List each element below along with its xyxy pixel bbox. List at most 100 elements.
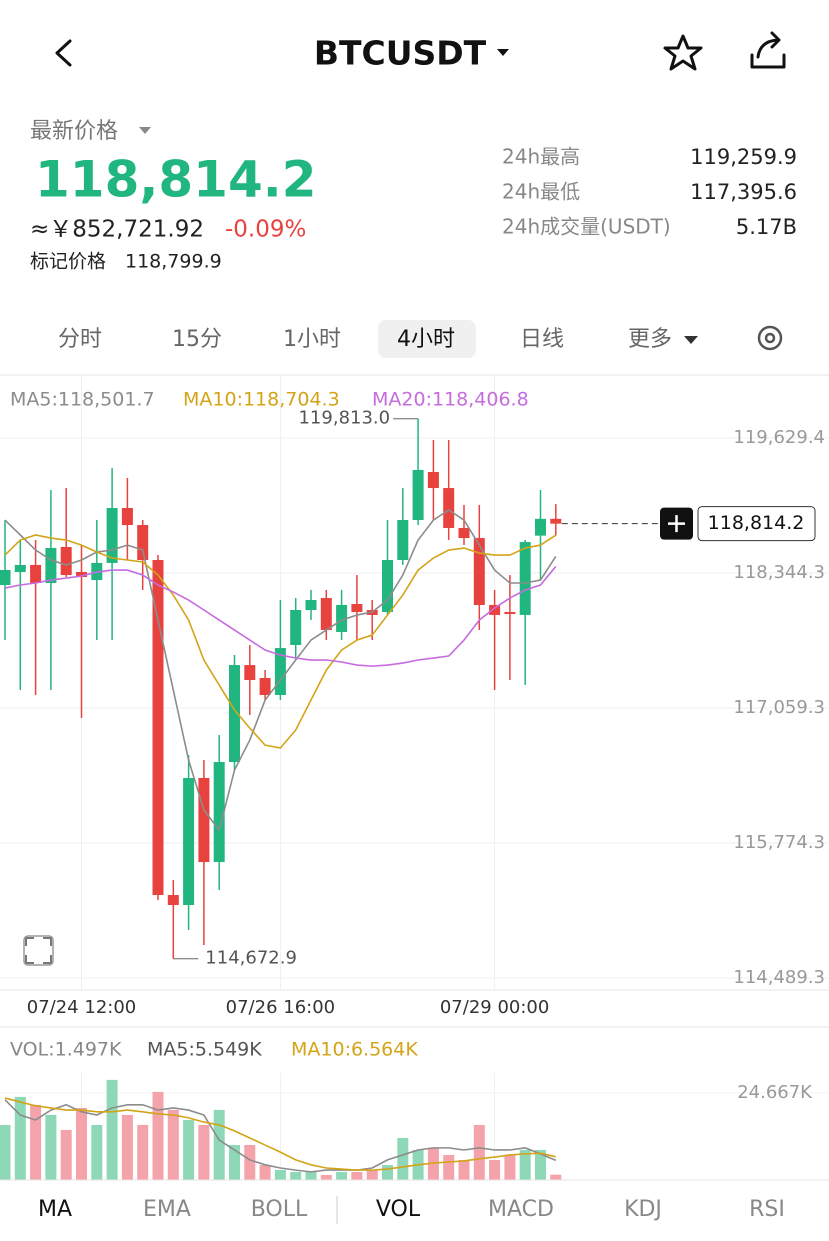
ma-legend: MA5:118,501.7 bbox=[10, 389, 155, 411]
candle-body bbox=[458, 527, 470, 539]
volume-bar bbox=[535, 1149, 546, 1180]
volume-legend: VOL:1.497K bbox=[10, 1039, 122, 1061]
stat-value: 5.17B bbox=[736, 215, 797, 239]
fullscreen-frame bbox=[23, 935, 54, 966]
volume-bar bbox=[45, 1114, 57, 1180]
candle-body bbox=[167, 895, 179, 906]
volume-bar bbox=[351, 1171, 363, 1180]
volume-bar bbox=[458, 1159, 470, 1180]
candle-body bbox=[351, 604, 363, 613]
volume-bar bbox=[427, 1147, 439, 1180]
candle-body bbox=[213, 762, 225, 863]
candle-body bbox=[397, 519, 409, 561]
candle-body bbox=[0, 569, 11, 586]
volume-bar bbox=[473, 1124, 485, 1180]
x-tick-label: 07/26 16:00 bbox=[226, 997, 335, 1018]
candle-body bbox=[152, 560, 164, 896]
volume-bar bbox=[550, 1174, 562, 1180]
interval-tab[interactable]: 更多 bbox=[628, 327, 672, 352]
dropdown-icon bbox=[684, 336, 698, 344]
dropdown-icon bbox=[139, 127, 151, 134]
stat-label: 24h最低 bbox=[502, 180, 580, 204]
interval-tab[interactable]: 日线 bbox=[520, 327, 564, 352]
interval-tabs: 分时 15分 1小时 4小时 日线 更多 bbox=[58, 327, 672, 352]
candle-body bbox=[336, 604, 348, 632]
indicator-tab[interactable]: EMA bbox=[143, 1197, 191, 1222]
volume-bar bbox=[229, 1144, 240, 1180]
ma-line bbox=[4, 534, 557, 749]
volume-bar bbox=[121, 1114, 133, 1180]
price-label[interactable]: 最新价格 bbox=[30, 119, 118, 144]
volume-bar bbox=[290, 1171, 302, 1180]
volume-bar bbox=[91, 1124, 103, 1180]
gear-hub bbox=[764, 332, 776, 344]
candle-body bbox=[427, 471, 439, 489]
candle-body bbox=[473, 538, 485, 605]
volume-bar bbox=[14, 1096, 26, 1180]
interval-tab[interactable]: 15分 bbox=[172, 327, 222, 352]
share-button[interactable] bbox=[750, 31, 786, 69]
volume-bar bbox=[504, 1154, 516, 1180]
volume-bar bbox=[443, 1154, 455, 1180]
candle-body bbox=[412, 469, 424, 520]
volume-chart: 24.667K VOL:1.497K MA5:5.549K MA10:6.564K bbox=[0, 1039, 829, 1180]
y-tick-label: 119,629.4 bbox=[733, 427, 825, 448]
candle-body bbox=[244, 665, 256, 680]
candle-body bbox=[550, 518, 562, 524]
volume-bar bbox=[30, 1104, 42, 1180]
indicator-tab[interactable]: KDJ bbox=[624, 1197, 662, 1222]
indicator-tab[interactable]: BOLL bbox=[251, 1197, 308, 1222]
y-tick-label: 24.667K bbox=[737, 1082, 813, 1103]
price-change: -0.09% bbox=[225, 217, 306, 243]
last-price: 118,814.2 bbox=[35, 151, 317, 209]
back-button[interactable] bbox=[55, 39, 72, 67]
indicator-tab[interactable]: RSI bbox=[749, 1197, 785, 1222]
volume-bar bbox=[274, 1169, 286, 1180]
volume-bar bbox=[183, 1119, 195, 1180]
plus-icon bbox=[668, 515, 685, 533]
gear bbox=[757, 325, 783, 351]
x-tick-label: 07/24 12:00 bbox=[27, 997, 136, 1018]
symbol[interactable]: BTCUSDT bbox=[314, 34, 487, 73]
extreme-label: 119,813.0 bbox=[298, 408, 390, 429]
indicator-tab[interactable]: VOL bbox=[376, 1197, 421, 1222]
volume-bar bbox=[137, 1124, 149, 1180]
stats: 24h最高 119,259.9 24h最低 117,395.6 24h成交量(USDT)… bbox=[502, 145, 797, 240]
volume-bar bbox=[336, 1171, 348, 1180]
interval-tab[interactable]: 1小时 bbox=[283, 327, 341, 352]
candle-body bbox=[535, 518, 546, 536]
indicator-tab[interactable]: MA bbox=[38, 1197, 72, 1222]
volume-bar bbox=[397, 1137, 409, 1180]
ma-line bbox=[4, 565, 557, 667]
interval-tab[interactable]: 分时 bbox=[58, 327, 102, 352]
candle-body bbox=[229, 665, 240, 763]
fullscreen-button[interactable] bbox=[25, 937, 52, 964]
volume-ma-legend: MA5:5.549K bbox=[147, 1039, 262, 1061]
ma-line bbox=[4, 1097, 556, 1171]
volume-bar bbox=[167, 1109, 179, 1180]
volume-bar bbox=[519, 1149, 531, 1180]
interval-tab[interactable]: 4小时 bbox=[397, 327, 455, 352]
favorite-button[interactable] bbox=[663, 34, 703, 71]
candle-body bbox=[60, 546, 72, 576]
candle-body bbox=[519, 542, 531, 615]
volume-bar bbox=[366, 1169, 378, 1180]
indicator-tab[interactable]: MACD bbox=[488, 1197, 554, 1222]
volume-bar bbox=[106, 1079, 118, 1180]
ma-line bbox=[4, 1099, 557, 1173]
candle-body bbox=[305, 600, 317, 611]
candle-body bbox=[290, 610, 302, 645]
candle-body bbox=[274, 648, 286, 696]
stat-label: 24h成交量(USDT) bbox=[502, 215, 671, 239]
candle-body bbox=[106, 508, 118, 563]
volume-ma-legend: MA10:6.564K bbox=[291, 1039, 418, 1061]
mark-price: 118,799.9 bbox=[125, 251, 222, 273]
volume-bar bbox=[305, 1171, 317, 1180]
last-price-label: 118,814.2 bbox=[708, 512, 805, 534]
candle-body bbox=[30, 564, 42, 584]
settings-button[interactable] bbox=[757, 325, 783, 351]
active-tab-bg bbox=[378, 320, 476, 358]
candle-body bbox=[443, 488, 455, 528]
